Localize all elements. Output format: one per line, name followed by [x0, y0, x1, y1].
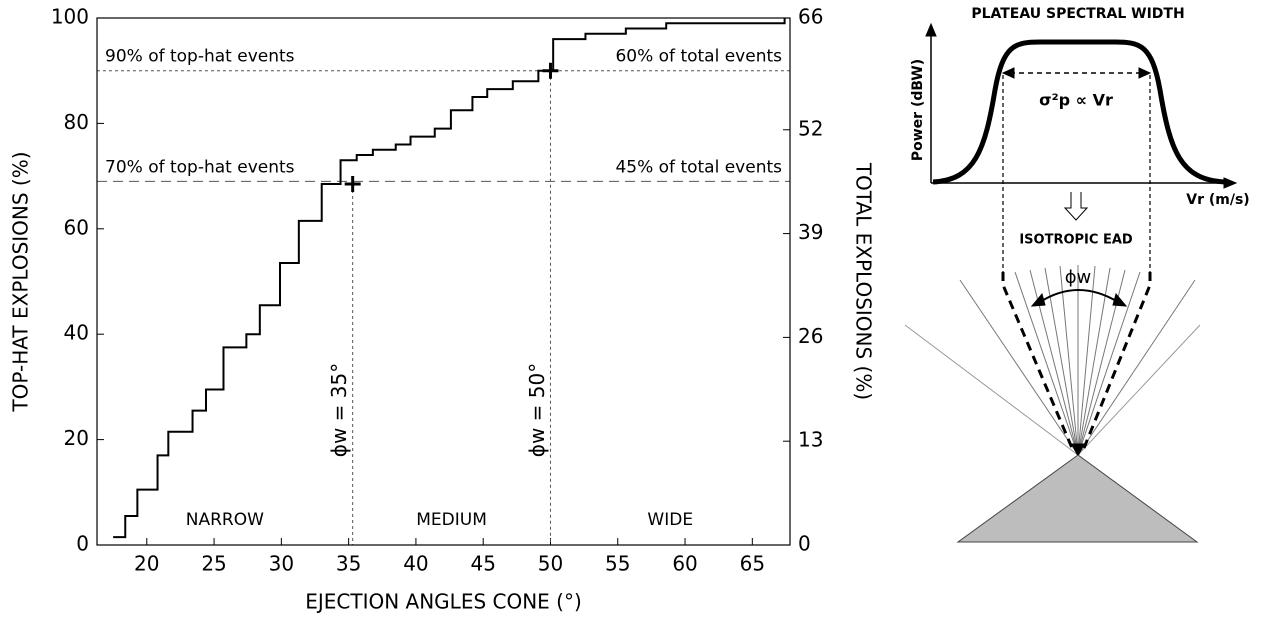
angle-arc	[1039, 289, 1119, 303]
arrow-heads	[1001, 67, 1152, 79]
y2-axis-title: TOTAL EXPLOSIONS (%)	[852, 162, 876, 400]
y-tick-label: 100	[51, 5, 89, 29]
x-tick-label: 40	[403, 552, 428, 576]
x-tick-label: 50	[538, 552, 563, 576]
x-tick-label: 45	[470, 552, 495, 576]
model-label: ISOTROPIC EAD	[1019, 233, 1133, 248]
y2-tick-label: 66	[798, 5, 823, 29]
region-label: WIDE	[647, 510, 693, 530]
marker	[344, 176, 361, 193]
region-label: MEDIUM	[416, 510, 487, 530]
spectrum-curve	[932, 39, 1226, 185]
marker	[542, 62, 559, 79]
width-label: σ²p ∝ Vr	[1039, 91, 1113, 110]
y-tick-label: 20	[64, 426, 89, 450]
y2-tick-label: 26	[798, 324, 823, 348]
diagram-title: PLATEAU SPECTRAL WIDTH	[971, 6, 1184, 22]
annotation: ϕw = 35°	[327, 363, 351, 457]
annotation: 45% of total events	[615, 157, 782, 177]
chart: 20 25 30 35 40 45 50 55 60 65 0 20 40 60 80 100 0 13 26 39 5…	[9, 5, 876, 614]
x-tick-label: 55	[605, 552, 630, 576]
crater	[956, 454, 1199, 543]
step-line	[113, 18, 786, 539]
annotation: ϕw = 50°	[525, 363, 549, 457]
x-tick-label: 25	[201, 552, 226, 576]
y-axis-title: TOP-HAT EXPLOSIONS (%)	[9, 151, 33, 412]
y2-tick-label: 52	[798, 116, 823, 140]
arrow	[1223, 177, 1238, 189]
x-tick-label: 20	[134, 552, 159, 576]
cone-edge	[1001, 272, 1152, 449]
projection-line	[1002, 75, 1151, 272]
y-tick-label: 40	[64, 321, 89, 345]
annotation: 60% of total events	[615, 47, 782, 67]
plot-frame	[96, 17, 791, 546]
diagram: PLATEAU SPECTRAL WIDTH Power (dBW) Vr (m…	[904, 6, 1250, 543]
x-axis-title: EJECTION ANGLES CONE (°)	[305, 590, 582, 614]
annotation: 70% of top-hat events	[105, 157, 295, 177]
y-tick-label: 60	[64, 215, 89, 239]
angle-label: ϕw	[1065, 267, 1092, 288]
x-tick-label: 60	[672, 552, 697, 576]
diagram-x-label: Vr (m/s)	[1186, 192, 1249, 208]
x-tick-label: 65	[740, 552, 765, 576]
region-label: NARROW	[186, 510, 264, 530]
arrow	[1071, 443, 1085, 458]
hollow-arrow	[1063, 192, 1089, 221]
y2-tick-label: 0	[798, 532, 811, 556]
y2-tick-label: 13	[798, 428, 823, 452]
y-tick-label: 0	[76, 532, 89, 556]
annotation: 90% of top-hat events	[105, 47, 295, 67]
diagram-y-label: Power (dBW)	[910, 59, 926, 161]
fan-line	[959, 265, 1196, 456]
y-tick-label: 80	[64, 110, 89, 134]
arrow-heads	[1030, 292, 1128, 307]
arrow	[925, 22, 937, 37]
x-tick-label: 35	[336, 552, 361, 576]
fan-line	[904, 324, 1201, 456]
y2-tick-label: 39	[798, 220, 823, 244]
x-tick-label: 30	[269, 552, 294, 576]
